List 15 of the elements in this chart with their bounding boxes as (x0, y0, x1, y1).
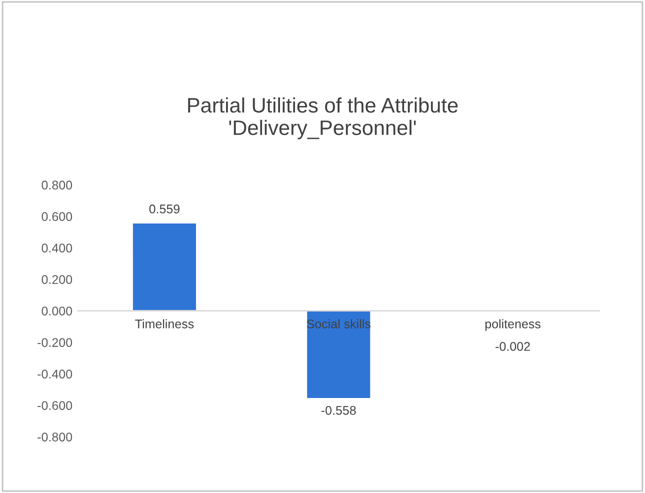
y-tick-label: -0.600 (38, 401, 72, 410)
data-label: -0.002 (496, 342, 530, 351)
y-tick-label: 0.200 (42, 275, 72, 284)
x-tick-label: politeness (485, 319, 540, 331)
x-tick-label: Timeliness (135, 319, 194, 328)
y-tick-label: -0.800 (38, 432, 72, 442)
y-tick-label: -0.400 (38, 370, 72, 378)
y-tick-label: -0.200 (38, 338, 72, 347)
y-tick-label: 0.400 (42, 244, 72, 253)
y-tick-label: 0.800 (42, 180, 72, 190)
data-label: 0.559 (149, 204, 180, 214)
y-tick-label: 0.600 (42, 212, 72, 222)
y-tick-label: 0.000 (42, 306, 72, 316)
chart-title: Partial Utilities of the Attribute 'Delivery_Personnel' (188, 97, 458, 140)
data-label: -0.558 (321, 406, 356, 415)
